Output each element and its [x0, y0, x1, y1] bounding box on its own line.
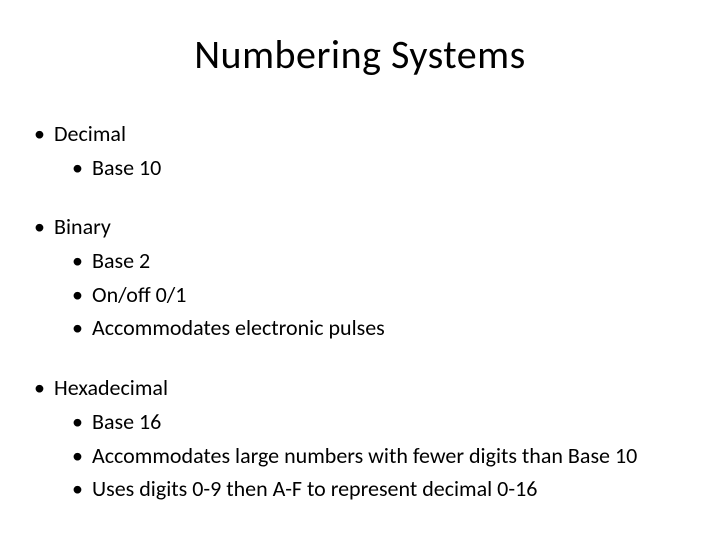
- list-item: • Decimal: [34, 119, 690, 149]
- list-item: • Accommodates large numbers with fewer …: [34, 441, 690, 471]
- bullet-icon: •: [72, 407, 92, 437]
- bullet-icon: •: [34, 119, 54, 149]
- list-item: • Uses digits 0-9 then A-F to represent …: [34, 474, 690, 504]
- list-item: • Base 2: [34, 246, 690, 276]
- bullet-icon: •: [72, 441, 92, 471]
- list-item-text: On/off 0/1: [92, 280, 690, 310]
- list-item-text: Base 2: [92, 246, 690, 276]
- list-item: • Accommodates electronic pulses: [34, 313, 690, 343]
- bullet-icon: •: [72, 313, 92, 343]
- section-heading: Hexadecimal: [54, 373, 690, 403]
- list-item: • Base 16: [34, 407, 690, 437]
- bullet-icon: •: [72, 280, 92, 310]
- list-item: • Hexadecimal: [34, 373, 690, 403]
- list-item-text: Uses digits 0-9 then A-F to represent de…: [92, 474, 690, 504]
- list-item: • Binary: [34, 212, 690, 242]
- list-item-text: Base 10: [92, 153, 690, 183]
- list-item-text: Base 16: [92, 407, 690, 437]
- bullet-icon: •: [34, 212, 54, 242]
- bullet-icon: •: [72, 153, 92, 183]
- bullet-icon: •: [72, 246, 92, 276]
- slide-content: • Decimal • Base 10 • Binary • Base 2 • …: [30, 119, 690, 504]
- bullet-icon: •: [72, 474, 92, 504]
- list-item: • On/off 0/1: [34, 280, 690, 310]
- list-item-text: Accommodates electronic pulses: [92, 313, 690, 343]
- slide: Numbering Systems • Decimal • Base 10 • …: [0, 0, 720, 540]
- slide-title: Numbering Systems: [30, 30, 690, 79]
- bullet-icon: •: [34, 373, 54, 403]
- list-item-text: Accommodates large numbers with fewer di…: [92, 441, 690, 471]
- section-heading: Binary: [54, 212, 690, 242]
- section-heading: Decimal: [54, 119, 690, 149]
- list-item: • Base 10: [34, 153, 690, 183]
